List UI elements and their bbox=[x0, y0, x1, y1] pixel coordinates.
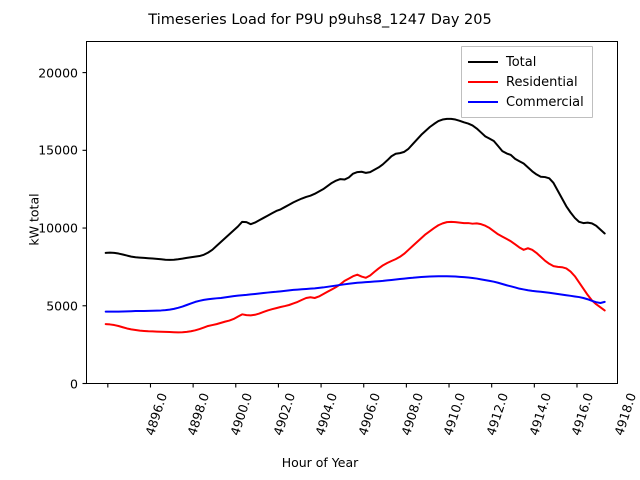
legend-entry-total: Total bbox=[468, 52, 584, 72]
x-tick-label: 4900.0 bbox=[227, 390, 256, 437]
y-tick-label: 20000 bbox=[38, 65, 78, 81]
legend-entry-commercial: Commercial bbox=[468, 92, 584, 112]
x-tick-label: 4898.0 bbox=[184, 390, 213, 437]
x-tick-label: 4906.0 bbox=[355, 390, 384, 437]
x-tick-label: 4902.0 bbox=[269, 390, 298, 437]
y-tick-label: 5000 bbox=[46, 298, 78, 314]
x-tick-label: 4914.0 bbox=[525, 390, 554, 437]
x-tick-label: 4912.0 bbox=[483, 390, 512, 437]
x-tick-label: 4904.0 bbox=[312, 390, 341, 437]
y-axis-label: kW total bbox=[26, 193, 42, 246]
x-tick-label: 4896.0 bbox=[142, 390, 170, 437]
legend-line-total bbox=[468, 61, 498, 63]
legend-label-commercial: Commercial bbox=[506, 94, 584, 110]
y-tick-label: 10000 bbox=[38, 220, 78, 236]
y-tick-label: 15000 bbox=[38, 142, 78, 158]
x-tick-label: 4918.0 bbox=[611, 390, 639, 437]
legend-label-residential: Residential bbox=[506, 74, 578, 90]
chart-title: Timeseries Load for P9U p9uhs8_1247 Day … bbox=[148, 12, 492, 28]
legend-entry-residential: Residential bbox=[468, 72, 584, 92]
chart-legend: Total Residential Commercial bbox=[461, 46, 593, 118]
legend-line-residential bbox=[468, 81, 498, 83]
x-tick-label: 4916.0 bbox=[568, 390, 597, 437]
x-tick-label: 4908.0 bbox=[397, 390, 426, 437]
y-tick-label: 0 bbox=[70, 376, 78, 391]
legend-label-total: Total bbox=[506, 54, 537, 70]
x-axis-label: Hour of Year bbox=[281, 455, 359, 470]
legend-line-commercial bbox=[468, 101, 498, 103]
x-tick-label: 4910.0 bbox=[440, 390, 469, 437]
